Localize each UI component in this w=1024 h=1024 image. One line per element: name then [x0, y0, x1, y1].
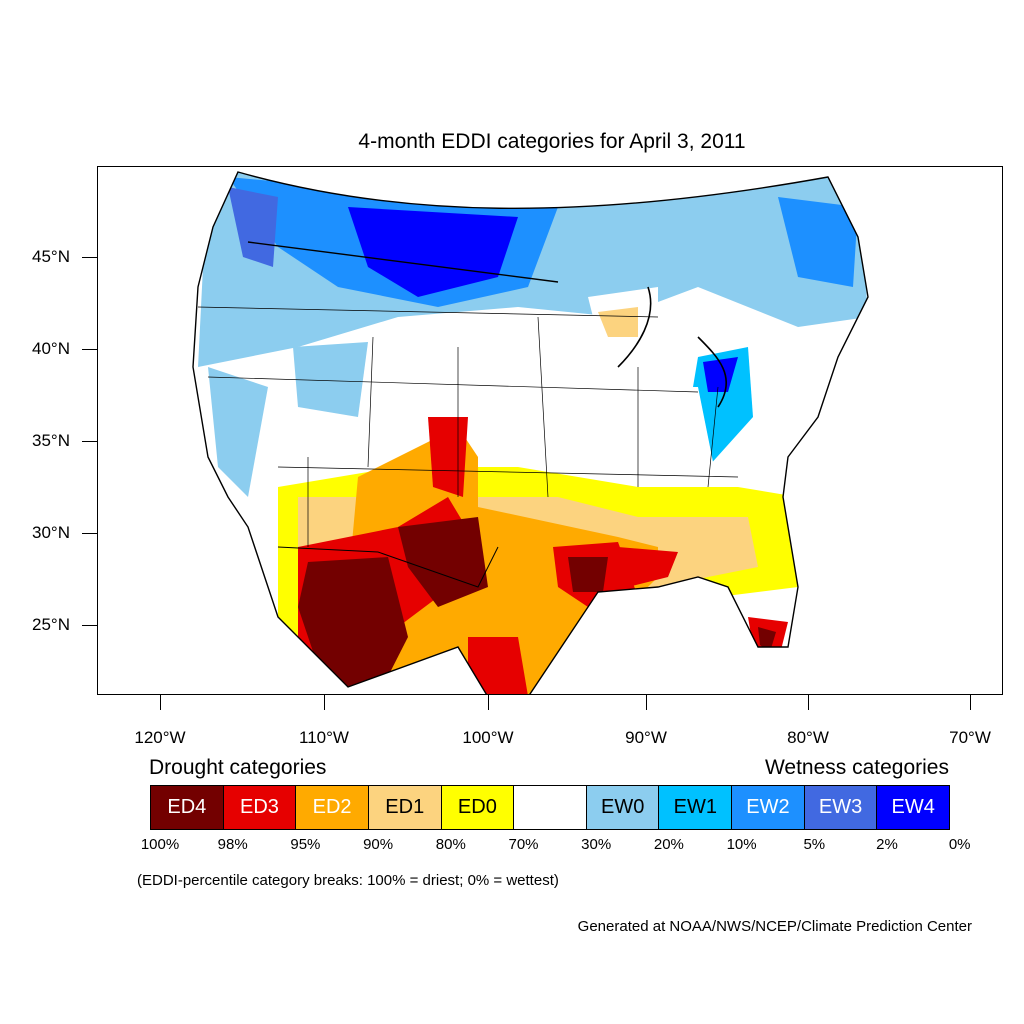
legend-cell-ed4: ED4 — [151, 786, 224, 829]
legend-cell-ed0: ED0 — [441, 786, 515, 829]
legend-cell-ew0: EW0 — [586, 786, 660, 829]
lon-label-110: 110°W — [299, 728, 349, 747]
lon-tick — [970, 695, 971, 710]
lat-label-30: 30°N — [32, 523, 70, 542]
lon-label-100: 100°W — [462, 728, 514, 747]
lat-tick — [82, 349, 97, 350]
lat-tick — [82, 533, 97, 534]
legend-break-label: 2% — [876, 836, 898, 853]
legend-cell-ew4: EW4 — [877, 786, 950, 829]
legend-break-label: 5% — [803, 836, 826, 853]
lat-tick — [82, 625, 97, 626]
legend-cell-ew1: EW1 — [659, 786, 733, 829]
legend-cell-ed1: ED1 — [368, 786, 442, 829]
map-title: 4-month EDDI categories for April 3, 201… — [358, 130, 746, 153]
lon-label-120: 120°W — [134, 728, 186, 747]
legend-break-label: 20% — [653, 836, 684, 853]
lon-tick — [808, 695, 809, 710]
category-breaks-note: (EDDI-percentile category breaks: 100% =… — [137, 872, 559, 889]
legend-cell-ed2: ED2 — [296, 786, 369, 829]
lon-label-70: 70°W — [949, 728, 991, 747]
legend-color-bar: ED4 ED3 ED2 ED1 ED0 EW0 EW1 EW2 EW3 EW4 — [150, 785, 950, 830]
eddi-map — [192, 171, 869, 694]
lat-tick — [82, 441, 97, 442]
legend-cell-ed3: ED3 — [223, 786, 297, 829]
legend-cell-neutral — [514, 786, 587, 829]
legend-break-label: 100% — [140, 836, 180, 853]
legend-break-label: 80% — [435, 836, 466, 853]
eddi-shading — [193, 172, 868, 694]
wetness-categories-heading: Wetness categories — [764, 756, 949, 779]
credit-line: Generated at NOAA/NWS/NCEP/Climate Predi… — [577, 918, 972, 935]
legend-break-label: 0% — [948, 836, 971, 853]
lat-label-25: 25°N — [32, 615, 70, 634]
state-lines — [197, 306, 739, 547]
lon-label-90: 90°W — [625, 728, 667, 747]
lon-label-80: 80°W — [787, 728, 829, 747]
lon-tick — [160, 695, 161, 710]
drought-categories-heading: Drought categories — [149, 756, 327, 779]
lat-tick — [82, 257, 97, 258]
legend-cell-ew3: EW3 — [804, 786, 878, 829]
legend-break-label: 30% — [581, 836, 612, 853]
legend-break-label: 95% — [290, 836, 321, 853]
lon-tick — [324, 695, 325, 710]
coastline-borders — [192, 171, 869, 694]
lon-tick — [646, 695, 647, 710]
legend-cell-ew2: EW2 — [732, 786, 805, 829]
lon-tick — [488, 695, 489, 710]
lat-label-45: 45°N — [32, 247, 70, 266]
legend-break-label: 98% — [217, 836, 248, 853]
legend-break-label: 10% — [726, 836, 757, 853]
lat-label-35: 35°N — [32, 431, 70, 450]
map-panel — [97, 166, 1003, 695]
legend-break-label: 90% — [363, 836, 394, 853]
legend-break-label: 70% — [508, 836, 539, 853]
lat-label-40: 40°N — [32, 339, 70, 358]
